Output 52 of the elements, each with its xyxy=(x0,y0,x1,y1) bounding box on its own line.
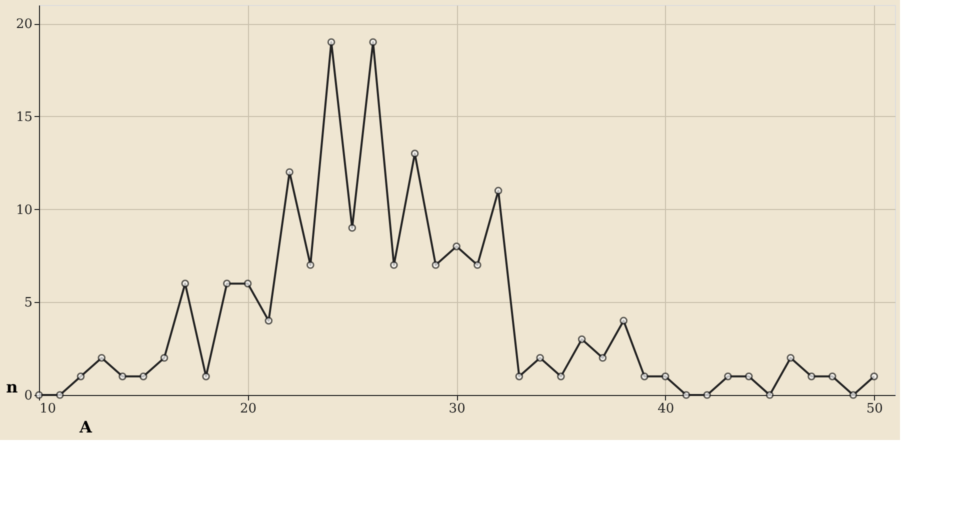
point xyxy=(536,354,544,362)
point xyxy=(118,372,126,380)
point xyxy=(724,372,732,380)
point xyxy=(870,372,878,380)
point xyxy=(786,354,795,362)
point xyxy=(578,335,586,344)
point xyxy=(703,391,712,399)
y-tick-label: 15 xyxy=(16,110,32,125)
point xyxy=(327,38,336,46)
point xyxy=(202,372,210,380)
point xyxy=(139,372,148,380)
point xyxy=(286,168,294,176)
point xyxy=(56,391,64,399)
point xyxy=(432,261,440,269)
point xyxy=(494,186,502,195)
point xyxy=(76,372,85,380)
point xyxy=(264,316,273,325)
y-tick-label: 5 xyxy=(24,296,32,311)
point xyxy=(515,372,524,380)
point xyxy=(808,372,816,380)
x-tick-label: 10 xyxy=(40,402,56,416)
y-tick-label: 20 xyxy=(16,17,32,32)
y-axis-title: n xyxy=(6,378,18,396)
point xyxy=(181,280,190,288)
point xyxy=(452,242,460,250)
point xyxy=(620,316,628,325)
point xyxy=(766,391,774,399)
x-axis-title: A xyxy=(78,418,92,436)
point xyxy=(828,372,836,380)
point xyxy=(244,280,252,288)
x-tick-label: 50 xyxy=(866,402,883,416)
point xyxy=(661,372,670,380)
y-tick-label: 10 xyxy=(16,202,32,218)
point xyxy=(557,372,565,380)
point xyxy=(348,224,356,232)
y-tick-label: 0 xyxy=(24,388,32,404)
point xyxy=(744,372,753,380)
point xyxy=(640,372,648,380)
point xyxy=(306,261,314,269)
point xyxy=(410,150,419,158)
point xyxy=(598,354,607,362)
point xyxy=(98,354,106,362)
x-tick-label: 20 xyxy=(240,402,257,416)
x-tick-label: 40 xyxy=(658,402,674,416)
point xyxy=(222,280,231,288)
point xyxy=(849,391,858,399)
point xyxy=(390,261,398,269)
point xyxy=(682,391,690,399)
point xyxy=(160,354,168,362)
point xyxy=(474,261,482,269)
x-tick-label: 30 xyxy=(448,402,466,416)
point xyxy=(369,38,377,46)
